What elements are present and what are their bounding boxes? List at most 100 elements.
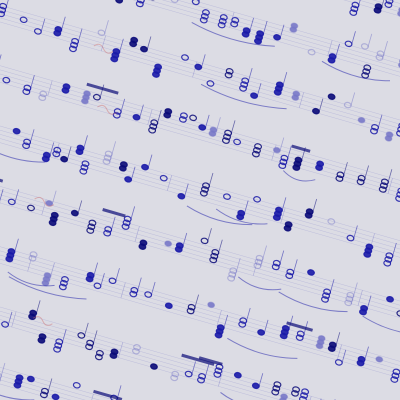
- staff-line: [0, 0, 400, 138]
- red-marking: [34, 196, 55, 207]
- note-stem: [279, 197, 287, 219]
- slur: [186, 205, 253, 226]
- staff-line: [0, 201, 400, 400]
- barline: [120, 282, 126, 299]
- note-stem: [284, 145, 292, 167]
- note-stem: [256, 82, 262, 97]
- note-head: [283, 225, 292, 232]
- slur: [200, 83, 287, 110]
- note-head: [33, 28, 42, 35]
- barline: [47, 80, 53, 97]
- note-head: [327, 93, 336, 100]
- note-head: [233, 138, 242, 146]
- note-head: [214, 367, 223, 374]
- staff-line: [0, 252, 400, 400]
- note-head: [140, 45, 148, 53]
- note-head: [103, 229, 112, 237]
- note-head: [22, 142, 30, 150]
- note-head: [384, 1, 393, 8]
- note-stem: [279, 24, 285, 39]
- note-stem: [29, 75, 35, 93]
- barline: [167, 175, 173, 191]
- note-head: [26, 375, 35, 383]
- slur: [191, 21, 275, 47]
- staff-line: [0, 18, 400, 245]
- staff-line: [0, 81, 400, 309]
- slur: [321, 60, 390, 82]
- note-head: [52, 150, 61, 158]
- note-stem: [147, 154, 153, 169]
- note-stem: [278, 250, 285, 268]
- slur: [7, 271, 55, 287]
- slur: [215, 208, 268, 225]
- note-stem: [207, 228, 212, 242]
- note-head: [39, 90, 48, 98]
- note-head: [207, 301, 216, 309]
- barline: [100, 35, 106, 52]
- note-stem: [318, 98, 324, 113]
- note-stem: [258, 373, 264, 387]
- note-head: [194, 63, 203, 71]
- note-head: [273, 381, 282, 388]
- note-head: [397, 62, 400, 69]
- staff-line: [0, 0, 400, 190]
- staff-line: [0, 308, 400, 400]
- note-stem: [389, 242, 397, 265]
- note-head: [85, 343, 93, 351]
- beam: [86, 82, 119, 95]
- note-head: [218, 17, 227, 25]
- note-head: [251, 150, 260, 158]
- note-head: [396, 130, 400, 137]
- note-head: [53, 146, 62, 154]
- note-head: [253, 262, 262, 270]
- barline: [27, 255, 33, 272]
- note-head: [363, 251, 372, 258]
- barline: [306, 396, 312, 400]
- note-stem: [355, 0, 363, 14]
- note-head: [279, 397, 287, 400]
- staff-line: [0, 0, 400, 90]
- note-head: [206, 80, 215, 87]
- slur: [0, 143, 46, 163]
- staff-line: [0, 193, 400, 400]
- note-head: [72, 382, 81, 389]
- note-stem: [353, 225, 358, 240]
- note-head: [285, 272, 294, 280]
- staff-line: [0, 0, 400, 142]
- note-head: [51, 393, 60, 400]
- note-head: [223, 193, 231, 200]
- note-stem: [203, 363, 210, 382]
- note-head: [227, 275, 236, 282]
- note-stem: [291, 259, 298, 277]
- note-head: [19, 16, 28, 24]
- note-stem: [150, 281, 156, 296]
- note-head: [231, 16, 240, 24]
- note-head: [221, 137, 230, 144]
- beam: [198, 356, 223, 366]
- note-head: [251, 382, 260, 390]
- note-head: [257, 329, 266, 336]
- note-head: [80, 164, 89, 171]
- note-head: [395, 195, 400, 202]
- barline: [11, 311, 17, 328]
- note-head: [278, 162, 287, 169]
- staff-line: [0, 0, 400, 93]
- note-head: [133, 344, 141, 351]
- note-head: [271, 388, 280, 396]
- note-head: [384, 135, 393, 142]
- note-head: [312, 107, 320, 115]
- slur: [362, 315, 400, 336]
- note-stem: [365, 295, 372, 314]
- red-marking: [32, 316, 53, 326]
- note-stem: [92, 262, 98, 281]
- note-head: [48, 219, 57, 227]
- note-head: [300, 392, 308, 399]
- staff-system: [0, 0, 400, 93]
- note-head: [93, 282, 102, 290]
- note-head: [315, 164, 324, 171]
- staff-line: [0, 189, 400, 400]
- note-stem: [48, 262, 55, 285]
- staff-line: [0, 85, 400, 313]
- staff-line: [0, 74, 400, 301]
